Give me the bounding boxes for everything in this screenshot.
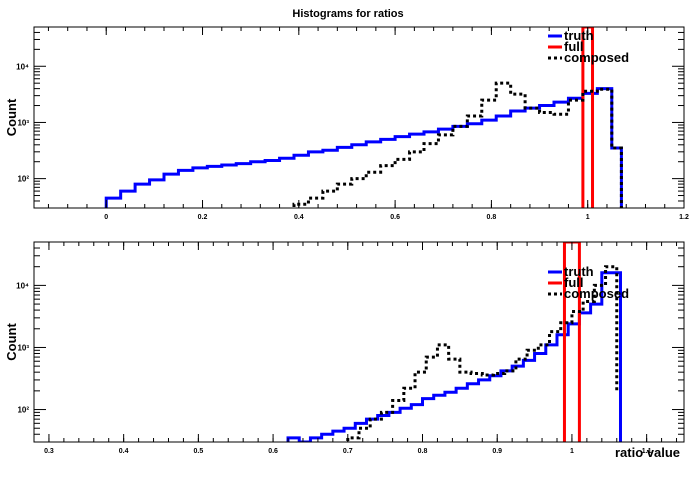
x-tick-label: 0.3	[44, 448, 54, 455]
series-group	[286, 242, 622, 442]
legend-label-full: full	[564, 39, 584, 54]
x-tick-label: 0.8	[487, 214, 497, 221]
x-tick-label: 0.7	[343, 448, 353, 455]
x-tick-label: 1	[570, 448, 574, 455]
x-tick-label: 0.6	[268, 448, 278, 455]
x-tick-label: 1.2	[679, 214, 689, 221]
bottom-histogram-panel: 0.3 0.4 0.5 0.6 0.7 0.8 0.9 1 1.1 10² 10³ 10⁴ Count r…	[4, 241, 685, 460]
x-tick-label: 1.1	[642, 448, 652, 455]
x-tick-label: 0.5	[194, 448, 204, 455]
x-axis-label: ratio value	[615, 445, 680, 460]
x-tick-label: 0.6	[390, 214, 400, 221]
x-tick-label: 0	[104, 214, 108, 221]
plot-frame	[33, 241, 685, 443]
x-tick-label: 0.2	[198, 214, 208, 221]
y-tick-label: 10³	[17, 343, 29, 352]
series-group	[104, 27, 623, 208]
figure-title: Histograms for ratios	[292, 8, 403, 20]
series-line-full	[562, 242, 581, 442]
series-line-composed	[292, 81, 623, 208]
y-tick-label: 10³	[17, 118, 29, 127]
x-tick-label: 0.4	[119, 448, 129, 455]
legend-label-composed: composed	[564, 286, 629, 301]
y-tick-label: 10²	[17, 175, 29, 184]
series-line-truth	[104, 87, 623, 208]
y-axis-label: Count	[4, 323, 19, 361]
x-tick-label: 1	[586, 214, 590, 221]
legend-label-truth: truth	[564, 28, 594, 43]
series-line-composed	[346, 265, 619, 442]
x-tick-label: 0.4	[294, 214, 304, 221]
x-tick-label: 0.9	[492, 448, 502, 455]
y-axis-label: Count	[4, 98, 19, 136]
y-tick-label: 10⁴	[16, 281, 29, 290]
x-tick-label: 0.8	[418, 448, 428, 455]
series-line-full	[581, 27, 595, 208]
legend-label-truth: truth	[564, 264, 594, 279]
series-line-truth	[286, 271, 622, 442]
y-tick-label: 10²	[17, 406, 29, 415]
legend-label-composed: composed	[564, 50, 629, 65]
y-tick-label: 10⁴	[16, 62, 29, 71]
plot-frame	[33, 26, 685, 209]
legend-label-full: full	[564, 275, 584, 290]
top-histogram-panel: 0 0.2 0.4 0.6 0.8 1 1.2 10² 10³ 10⁴ Count truthfull…	[4, 26, 689, 221]
